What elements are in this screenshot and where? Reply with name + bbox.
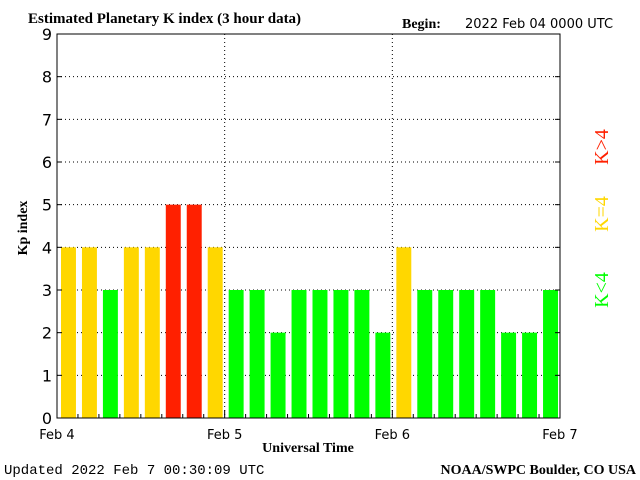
kp-bar <box>61 247 76 418</box>
kp-bar <box>291 290 307 418</box>
begin-label: Begin: <box>402 17 441 32</box>
y-axis-label: Kp index <box>16 201 31 256</box>
kp-bar <box>312 290 328 418</box>
x-tick-label: Feb 6 <box>375 428 410 443</box>
y-tick-label: 3 <box>42 281 52 300</box>
x-tick-label: Feb 5 <box>207 428 242 443</box>
y-tick-label: 0 <box>42 409 52 428</box>
y-tick-label: 2 <box>42 324 52 343</box>
kp-bar <box>354 290 370 418</box>
kp-bar <box>81 247 97 418</box>
source-credit: NOAA/SWPC Boulder, CO USA <box>440 463 636 478</box>
kp-bar <box>123 247 139 418</box>
kp-bar <box>102 290 118 418</box>
x-tick-label: Feb 7 <box>542 428 577 443</box>
kp-bar <box>543 290 558 418</box>
legend-k-eq-4: K=4 <box>591 196 613 232</box>
kp-bar <box>501 332 517 418</box>
legend-k-lt-4: K<4 <box>591 272 613 308</box>
kp-bar <box>270 332 286 418</box>
y-tick-label: 9 <box>42 25 52 44</box>
x-axis-label: Universal Time <box>262 441 354 456</box>
kp-bar <box>417 290 433 418</box>
kp-bar <box>438 290 454 418</box>
y-tick-label: 1 <box>42 366 52 385</box>
kp-bar <box>228 290 244 418</box>
kp-bar <box>165 204 181 418</box>
kp-bar <box>333 290 349 418</box>
y-tick-label: 7 <box>42 110 52 129</box>
kp-bar <box>396 247 412 418</box>
y-tick-label: 8 <box>42 68 52 87</box>
y-tick-label: 4 <box>42 238 52 257</box>
kp-bar <box>207 247 223 418</box>
y-tick-label: 5 <box>42 196 52 215</box>
kp-bar <box>249 290 265 418</box>
kp-bar <box>186 204 202 418</box>
legend-k-gt-4: K>4 <box>591 129 613 165</box>
kp-bar <box>459 290 475 418</box>
begin-value: 2022 Feb 04 0000 UTC <box>465 17 613 32</box>
kp-bar <box>522 332 538 418</box>
plot-area: 0 1 2 3 4 5 6 7 8 9 Feb 4 Feb 5 Feb 6 Feb 7 <box>39 25 577 443</box>
kp-bar <box>480 290 496 418</box>
chart-title: Estimated Planetary K index (3 hour data… <box>28 11 301 27</box>
kp-bar <box>144 247 160 418</box>
updated-timestamp: Updated 2022 Feb 7 00:30:09 UTC <box>4 463 264 479</box>
x-tick-label: Feb 4 <box>39 428 74 443</box>
kp-bar <box>375 332 391 418</box>
y-tick-label: 6 <box>42 153 52 172</box>
